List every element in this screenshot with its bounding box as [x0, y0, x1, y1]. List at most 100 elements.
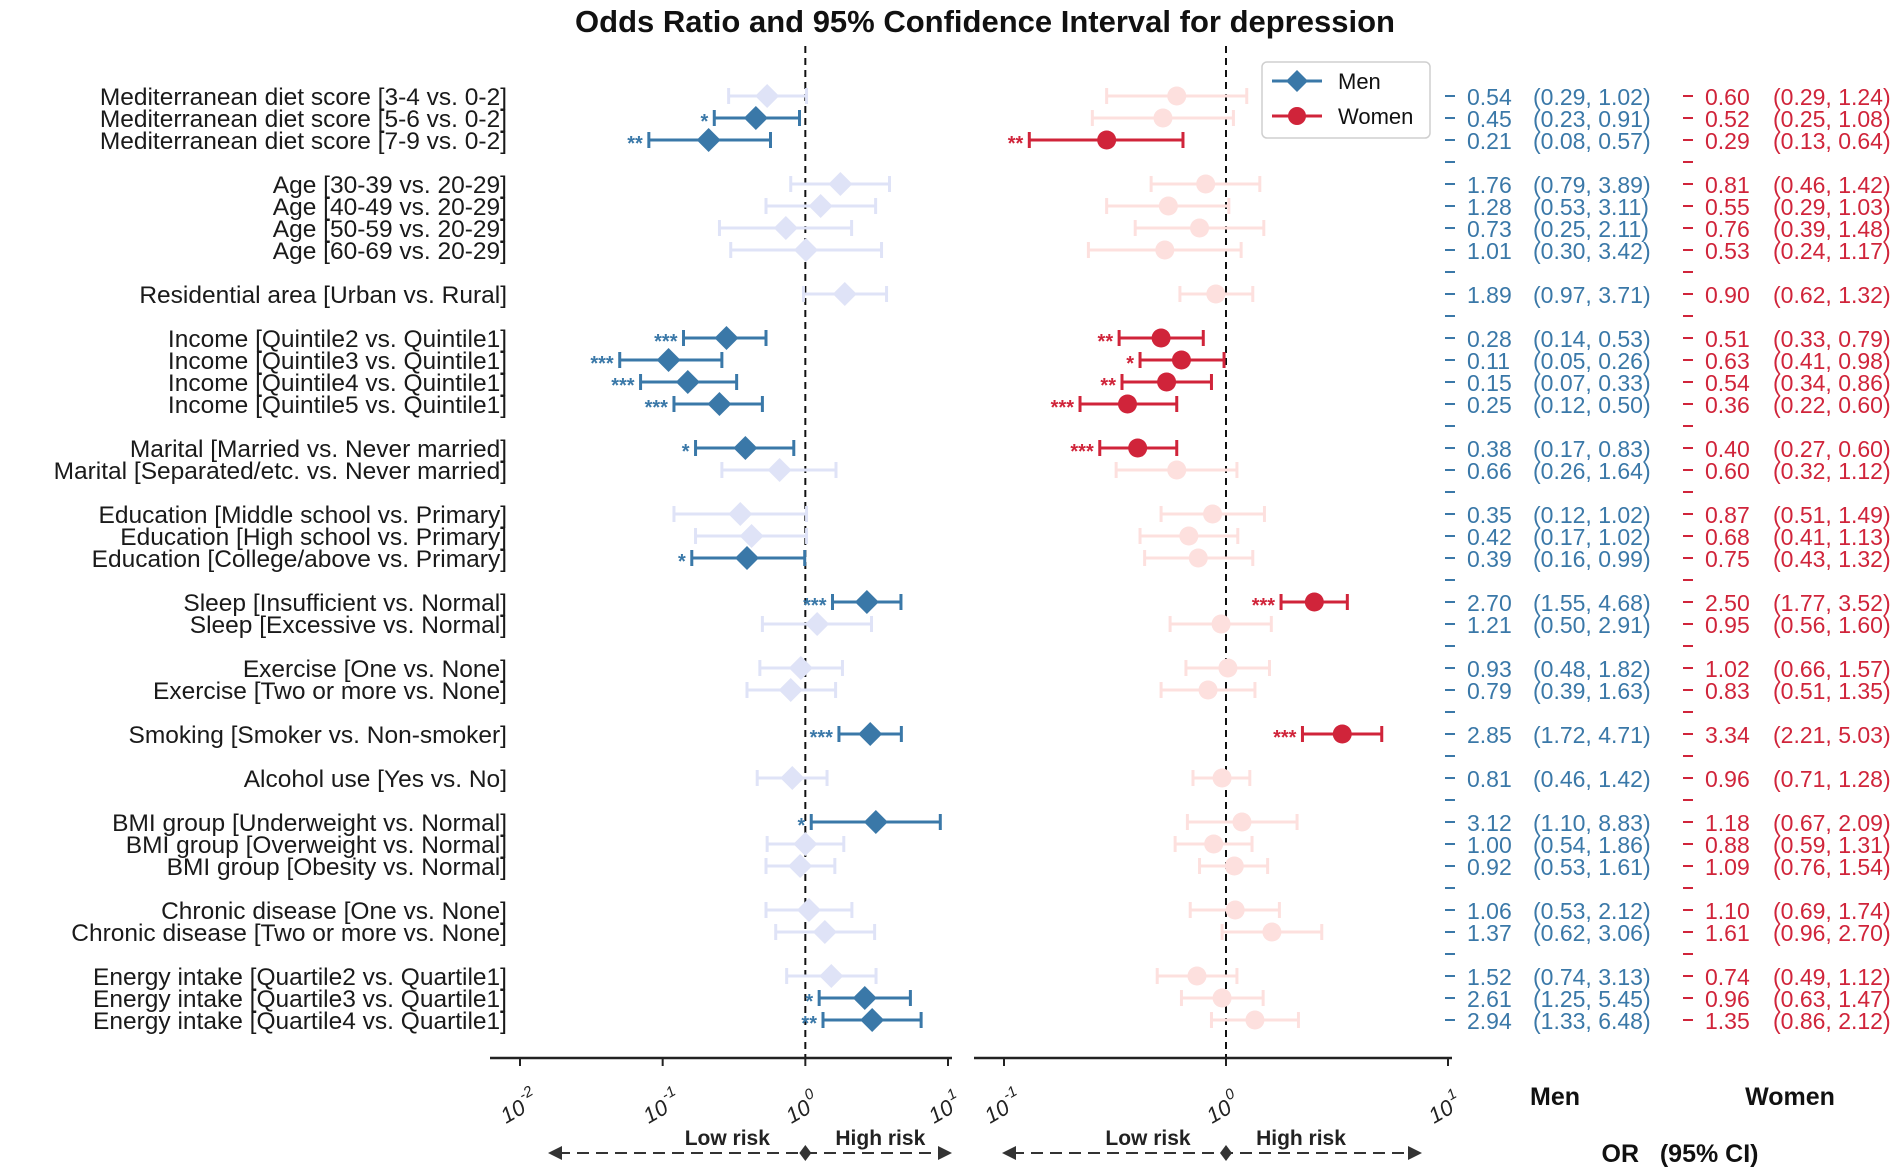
- women-or-marker: [1187, 966, 1207, 986]
- women-or-value: 0.60: [1705, 84, 1750, 110]
- men-or-value: 0.66: [1467, 458, 1512, 484]
- men-significance-stars: ***: [590, 353, 614, 375]
- row-label: Sleep [Insufficient vs. Normal]: [183, 590, 507, 617]
- women-or-value: 0.29: [1705, 128, 1750, 154]
- men-ci-value: (0.46, 1.42): [1533, 766, 1651, 792]
- legend: Men Women: [1261, 61, 1431, 139]
- women-high-risk-arrowhead: [1408, 1146, 1422, 1160]
- women-or-value: 3.34: [1705, 722, 1750, 748]
- women-or-value: 0.74: [1705, 964, 1750, 990]
- table-header-women: Women: [1745, 1083, 1835, 1111]
- women-or-marker: [1188, 548, 1208, 568]
- men-or-marker: [743, 106, 768, 130]
- women-x-tick-label: 101: [1424, 1085, 1460, 1128]
- women-or-value: 2.50: [1705, 590, 1750, 616]
- women-or-marker: [1198, 680, 1218, 700]
- women-or-marker: [1211, 614, 1231, 634]
- x-axes: 10-2 10-1 100 101 10-1 100 101 Low risk High ris…: [490, 1056, 1460, 1161]
- men-or-value: 1.01: [1467, 238, 1512, 264]
- women-low-risk-arrowhead: [1002, 1146, 1016, 1160]
- row-label: Alcohol use [Yes vs. No]: [244, 766, 507, 793]
- women-or-marker: [1151, 328, 1171, 348]
- women-or-marker: [1224, 856, 1244, 876]
- men-ci-value: (1.33, 6.48): [1533, 1008, 1651, 1034]
- men-or-marker: [860, 1008, 885, 1032]
- women-ci-value: (0.39, 1.48): [1773, 216, 1891, 242]
- women-ci-value: (0.27, 0.60): [1773, 436, 1891, 462]
- women-significance-stars: ***: [1051, 397, 1075, 419]
- men-ci-value: (0.62, 3.06): [1533, 920, 1651, 946]
- women-ci-value: (0.71, 1.28): [1773, 766, 1891, 792]
- women-or-marker: [1158, 196, 1178, 216]
- women-ci-value: (0.51, 1.49): [1773, 502, 1891, 528]
- men-or-value: 0.92: [1467, 854, 1512, 880]
- men-ci-value: (0.74, 3.13): [1533, 964, 1651, 990]
- women-ci-value: (0.33, 0.79): [1773, 326, 1891, 352]
- women-or-value: 0.96: [1705, 766, 1750, 792]
- men-significance-stars: ***: [810, 727, 834, 749]
- women-or-value: 0.54: [1705, 370, 1750, 396]
- women-or-marker: [1167, 86, 1187, 106]
- men-or-marker: [788, 656, 813, 680]
- women-significance-stars: *: [1126, 353, 1134, 375]
- row-label: Age [50-59 vs. 20-29]: [273, 216, 507, 243]
- women-or-marker: [1245, 1010, 1265, 1030]
- women-ci-value: (0.51, 1.35): [1773, 678, 1891, 704]
- women-or-marker: [1190, 218, 1210, 238]
- women-or-value: 0.52: [1705, 106, 1750, 132]
- women-significance-stars: **: [1098, 331, 1114, 353]
- men-ci-value: (0.26, 1.64): [1533, 458, 1651, 484]
- row-label: Exercise [One vs. None]: [243, 656, 507, 683]
- women-or-marker: [1179, 526, 1199, 546]
- women-significance-stars: **: [1100, 375, 1116, 397]
- women-or-value: 1.35: [1705, 1008, 1750, 1034]
- women-or-value: 0.95: [1705, 612, 1750, 638]
- men-ci-value: (0.07, 0.33): [1533, 370, 1651, 396]
- men-significance-stars: *: [805, 991, 813, 1013]
- men-low-risk-arrowhead: [548, 1146, 562, 1160]
- men-or-value: 1.89: [1467, 282, 1512, 308]
- men-or-value: 1.52: [1467, 964, 1512, 990]
- men-or-marker: [675, 370, 700, 394]
- women-or-value: 1.10: [1705, 898, 1750, 924]
- men-ci-value: (0.54, 1.86): [1533, 832, 1651, 858]
- men-or-value: 1.76: [1467, 172, 1512, 198]
- women-or-marker: [1206, 284, 1226, 304]
- women-significance-stars: ***: [1070, 441, 1094, 463]
- men-ci-value: (1.55, 4.68): [1533, 590, 1651, 616]
- men-or-marker: [819, 964, 844, 988]
- women-or-value: 0.76: [1705, 216, 1750, 242]
- men-ci-value: (0.97, 3.71): [1533, 282, 1651, 308]
- women-ci-value: (0.41, 1.13): [1773, 524, 1891, 550]
- row-labels: Mediterranean diet score [3-4 vs. 0-2]Me…: [54, 84, 507, 1035]
- men-or-marker: [714, 326, 739, 350]
- women-or-value: 0.63: [1705, 348, 1750, 374]
- women-or-marker: [1155, 240, 1175, 260]
- row-label: Exercise [Two or more vs. None]: [153, 678, 507, 705]
- men-or-marker: [755, 84, 780, 108]
- men-or-marker: [858, 722, 883, 746]
- women-or-marker: [1153, 108, 1173, 128]
- row-label: Education [College/above vs. Primary]: [92, 546, 507, 573]
- women-ci-value: (0.76, 1.54): [1773, 854, 1891, 880]
- table-header-or-ci: OR (95% CI): [1602, 1140, 1759, 1168]
- men-ci-value: (1.72, 4.71): [1533, 722, 1651, 748]
- men-ci-value: (0.79, 3.89): [1533, 172, 1651, 198]
- table-header-men: Men: [1530, 1083, 1580, 1111]
- men-or-marker: [808, 194, 833, 218]
- men-or-marker: [793, 832, 818, 856]
- women-or-marker: [1212, 988, 1232, 1008]
- women-or-value: 0.90: [1705, 282, 1750, 308]
- women-or-marker: [1332, 724, 1352, 744]
- women-ci-value: (0.66, 1.57): [1773, 656, 1891, 682]
- women-ci-value: (0.46, 1.42): [1773, 172, 1891, 198]
- women-ci-value: (0.67, 2.09): [1773, 810, 1891, 836]
- women-x-tick-label: 100: [1202, 1085, 1238, 1128]
- men-or-marker: [696, 128, 721, 152]
- men-or-value: 0.39: [1467, 546, 1512, 572]
- women-risk-center-marker: [1220, 1145, 1232, 1161]
- legend-women-circle: [1288, 107, 1306, 125]
- row-label: Income [Quintile5 vs. Quintile1]: [168, 392, 507, 419]
- women-or-marker: [1167, 460, 1187, 480]
- men-or-marker: [828, 172, 853, 196]
